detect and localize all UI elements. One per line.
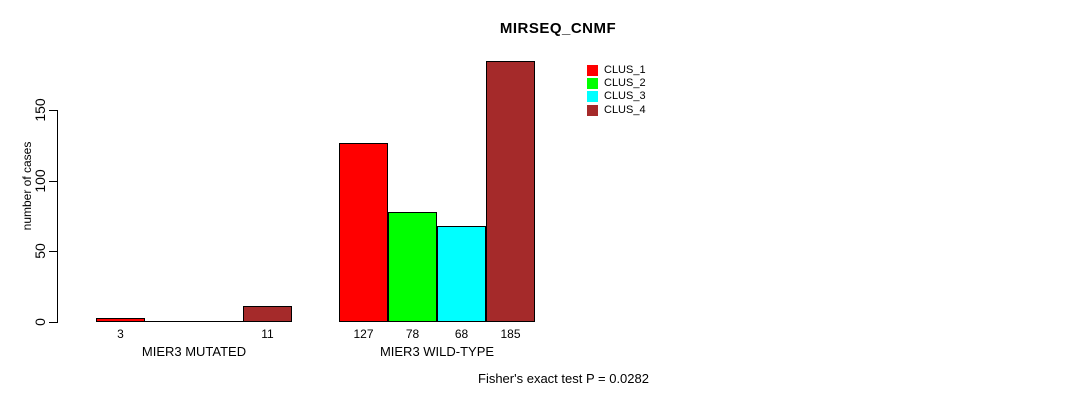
legend-item-label: CLUS_3 [604,90,646,103]
footnote: Fisher's exact test P = 0.0282 [478,371,649,386]
bar-value-label: 11 [261,327,274,341]
category-label-mier3-mutated: MIER3 MUTATED [141,344,247,359]
legend-item-clus-2: CLUS_2 [587,77,646,90]
bar-value-label: 68 [454,327,469,341]
chart-title: MIRSEQ_CNMF [499,20,617,37]
legend: CLUS_1 CLUS_2 CLUS_3 CLUS_4 [587,64,646,117]
bar-clus-4-mier3-wild-type [486,61,535,322]
y-tick [49,251,57,253]
y-axis-line [57,110,58,323]
bar-value-label: 3 [117,327,124,341]
legend-item-label: CLUS_4 [604,103,646,116]
y-tick [49,180,57,182]
bar-clus-4-mier3-mutated [243,306,292,322]
legend-swatch-clus-2 [587,78,598,90]
bar-value-label: 185 [500,327,521,341]
legend-item-label: CLUS_1 [604,64,646,76]
legend-swatch-clus-1 [587,65,598,76]
zero-height-bar-clus-2-mier3-mutated [145,321,194,322]
legend-swatch-clus-4 [587,104,598,116]
bar-value-label: 78 [405,327,420,341]
y-tick-label: 0 [32,318,48,326]
zero-height-bar-clus-3-mier3-mutated [194,321,243,322]
y-tick [49,322,57,323]
y-tick-label: 50 [32,243,48,260]
bar-clus-2-mier3-wild-type [388,212,437,322]
bar-clus-1-mier3-mutated [96,318,145,322]
legend-item-label: CLUS_2 [604,77,646,90]
bar-value-label: 127 [353,327,374,341]
y-tick-label: 150 [32,98,48,122]
legend-item-clus-4: CLUS_4 [587,104,646,117]
y-tick [49,110,57,111]
legend-swatch-clus-3 [587,91,598,103]
legend-item-clus-3: CLUS_3 [587,90,646,103]
y-tick-label: 100 [32,168,48,193]
bar-clus-1-mier3-wild-type [339,143,388,322]
bar-clus-3-mier3-wild-type [437,226,486,322]
legend-item-clus-1: CLUS_1 [587,64,646,77]
category-label-mier3-wild-type: MIER3 WILD-TYPE [379,344,495,359]
